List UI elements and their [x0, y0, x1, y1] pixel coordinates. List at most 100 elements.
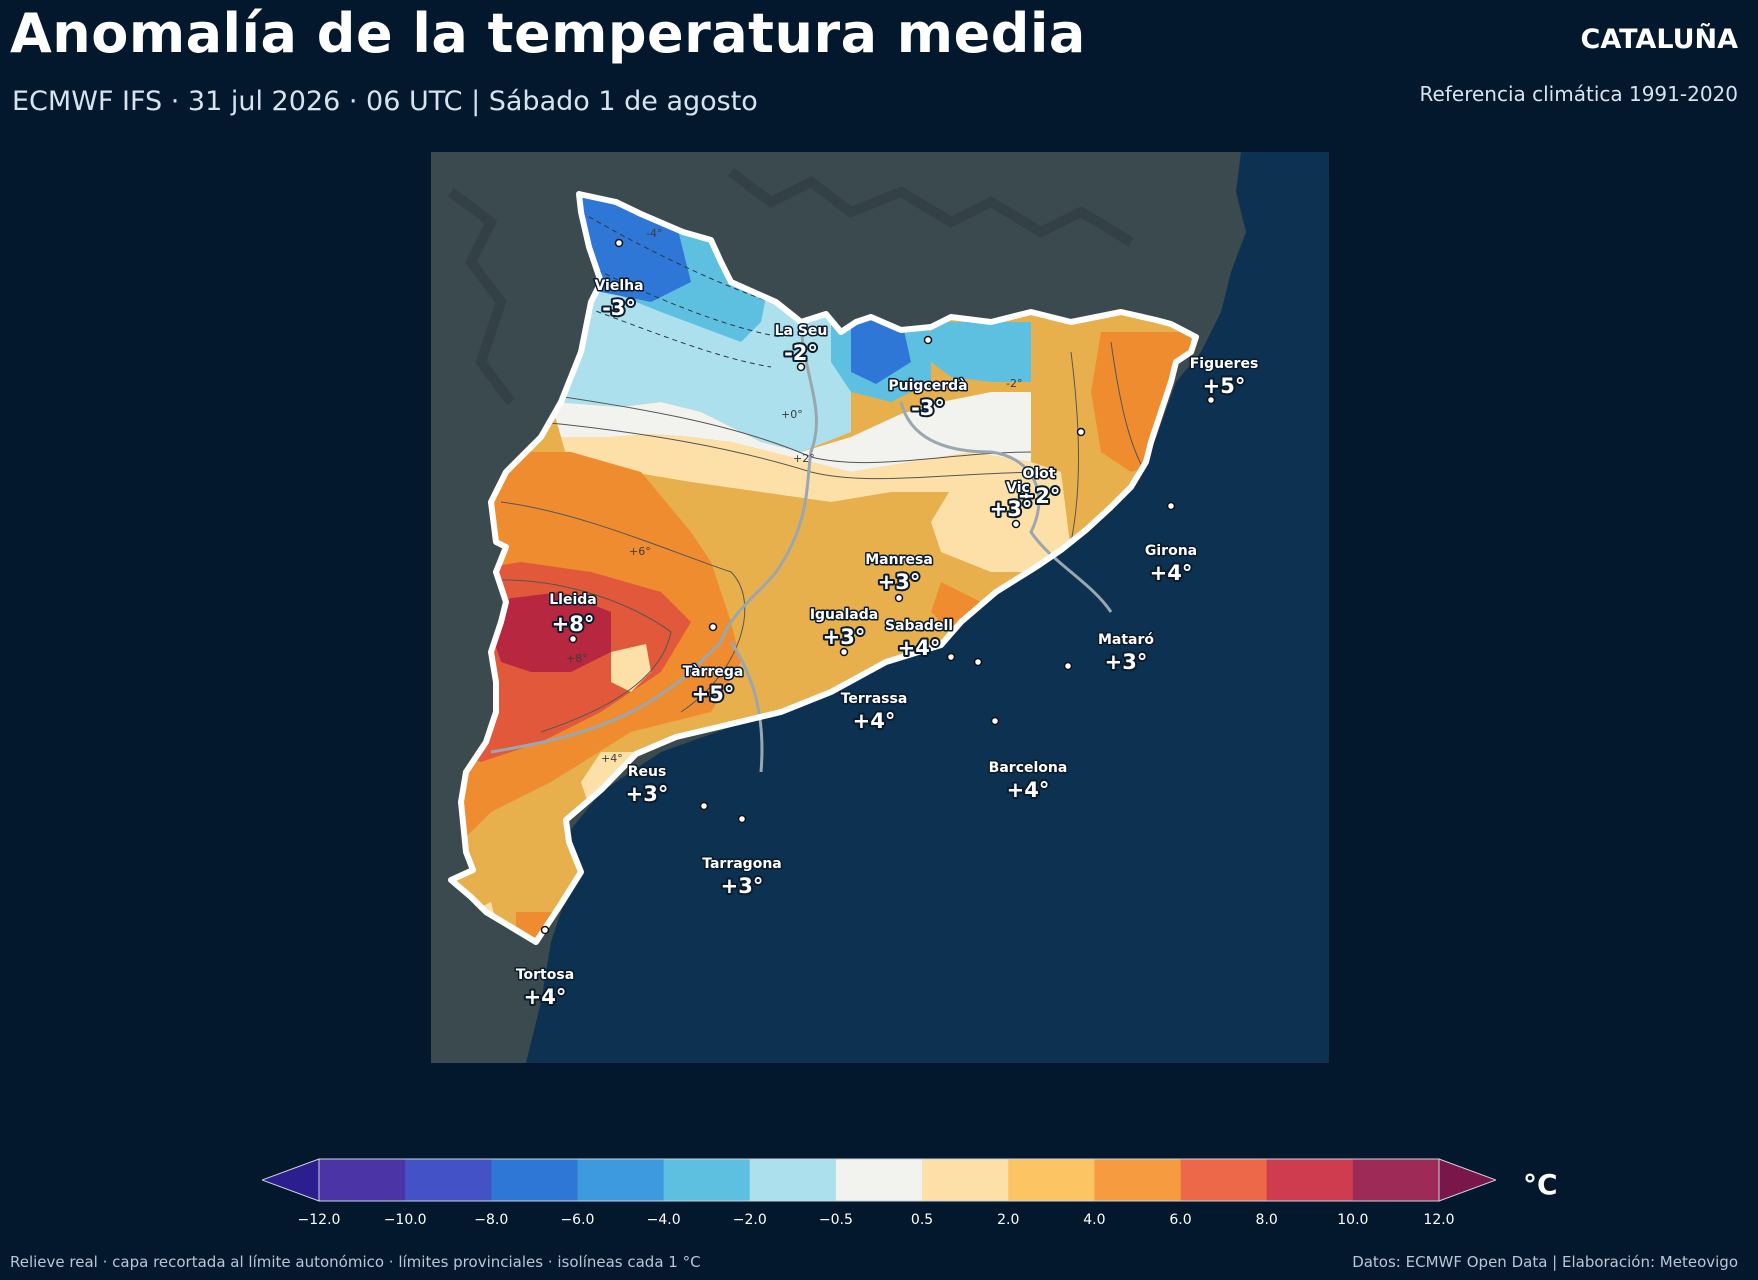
colorbar-tick-label: −8.0: [474, 1212, 509, 1228]
isoline-label: +0°: [781, 408, 803, 421]
isoline-label: +4°: [601, 752, 623, 765]
city-name-vielha: Vielha: [594, 278, 643, 294]
city-name-lleida: Lleida: [549, 592, 596, 608]
colorbar-swatch: [922, 1159, 1009, 1201]
city-name-girona: Girona: [1145, 543, 1197, 559]
city-dot[interactable]: [1011, 519, 1021, 529]
colorbar-tick-label: 10.0: [1337, 1212, 1369, 1228]
city-name-terrassa: Terrassa: [841, 691, 908, 707]
colorbar-extend-high: [1438, 1158, 1496, 1202]
city-name-mataro: Mataró: [1098, 632, 1154, 648]
colorbar-swatch: [1352, 1159, 1440, 1201]
colorbar-tick-label: 2.0: [997, 1212, 1020, 1228]
city-anomaly-tarrega: +5°: [692, 682, 735, 706]
colorbar-swatch: [577, 1159, 665, 1201]
colorbar-swatch: [749, 1159, 837, 1201]
city-anomaly-igualada: +3°: [823, 625, 866, 649]
colorbar-swatch: [319, 1159, 406, 1201]
city-anomaly-tarragona: +3°: [721, 874, 764, 898]
city-name-igualada: Igualada: [810, 607, 878, 623]
city-anomaly-reus: +3°: [626, 782, 669, 806]
colorbar: [262, 1158, 1496, 1202]
city-dot[interactable]: [1063, 661, 1073, 671]
city-anomaly-vic: +3°: [990, 497, 1033, 521]
anomaly-map[interactable]: -4° -2° +0° +2° +4° +6° +8°: [431, 152, 1329, 1063]
colorbar-swatch: [663, 1159, 751, 1201]
city-labels: Vielha -3° La Seu -2° Puigcerdà -3° Figu…: [514, 277, 1259, 1012]
city-anomaly-vielha: -3°: [602, 296, 636, 320]
colorbar-swatch: [1180, 1159, 1268, 1201]
province-border-lleida: [490, 326, 818, 754]
city-anomaly-barcelona: +4°: [1007, 778, 1050, 802]
colorbar-swatch: [1008, 1159, 1095, 1201]
city-name-tortosa: Tortosa: [516, 967, 574, 983]
city-markers: [540, 238, 1216, 935]
city-dot[interactable]: [923, 335, 933, 345]
city-anomaly-manresa: +3°: [878, 570, 921, 594]
province-border-tarragona: [729, 641, 764, 773]
colorbar-extend-low: [262, 1158, 320, 1202]
colorbar-tick-label: 4.0: [1083, 1212, 1106, 1228]
map-svg: -4° -2° +0° +2° +4° +6° +8°: [431, 152, 1329, 1063]
city-name-olot: Olot: [1022, 466, 1055, 482]
city-name-puigcerda: Puigcerdà: [888, 378, 967, 394]
city-anomaly-puigcerda: -3°: [911, 396, 945, 420]
page-title: Anomalía de la temperatura media: [10, 2, 1086, 65]
city-name-sabadell: Sabadell: [885, 618, 953, 634]
colorbar-tick-label: −10.0: [383, 1212, 427, 1228]
city-anomaly-sabadell: +4°: [898, 636, 941, 660]
city-dot[interactable]: [737, 814, 747, 824]
city-dot[interactable]: [894, 593, 904, 603]
colorbar-swatch: [491, 1159, 578, 1201]
city-anomaly-lleida: +8°: [552, 612, 595, 636]
footer-credits: Datos: ECMWF Open Data | Elaboración: Me…: [1352, 1253, 1738, 1271]
city-name-barcelona: Barcelona: [989, 760, 1068, 776]
city-dot[interactable]: [708, 622, 718, 632]
city-dot[interactable]: [614, 238, 624, 248]
colorbar-tick-label: 0.5: [910, 1212, 934, 1228]
isoline-label: +6°: [629, 545, 651, 558]
isoline-label: +2°: [793, 452, 815, 465]
city-dot[interactable]: [1076, 427, 1086, 437]
province-border-girona: [899, 401, 1113, 613]
colorbar-swatch: [1094, 1159, 1182, 1201]
city-name-figueres: Figueres: [1190, 356, 1259, 372]
city-anomaly-girona: +4°: [1150, 561, 1193, 585]
city-dot[interactable]: [540, 925, 550, 935]
city-anomaly-tortosa: +4°: [524, 985, 567, 1009]
city-dot[interactable]: [1206, 395, 1216, 405]
colorbar-swatch: [1266, 1159, 1354, 1201]
city-anomaly-olot: +2°: [1018, 484, 1061, 508]
terrain-ridges: [448, 168, 1134, 405]
city-name-tarrega: Tàrrega: [683, 664, 744, 680]
city-name-manresa: Manresa: [865, 552, 933, 568]
city-dot[interactable]: [973, 657, 983, 667]
colorbar-tick-label: −2.0: [732, 1212, 767, 1228]
city-anomaly-figueres: +5°: [1203, 374, 1246, 398]
city-name-reus: Reus: [628, 764, 667, 780]
city-anomaly-terrassa: +4°: [853, 709, 896, 733]
colorbar-swatch: [405, 1159, 492, 1201]
colorbar-tick-label: 6.0: [1169, 1212, 1192, 1228]
footer-note: Relieve real · capa recortada al límite …: [10, 1253, 701, 1271]
colorbar-ticks: −12.0 −10.0 −8.0 −6.0 −4.0 −2.0 −0.5 0.5 2.0 4.0 6…: [0, 1212, 1758, 1232]
colorbar-tick-label: 12.0: [1423, 1212, 1455, 1228]
city-anomaly-la-seu: -2°: [784, 341, 818, 365]
catalonia-border: [448, 191, 1199, 945]
city-dot[interactable]: [990, 716, 1000, 726]
colorbar-tick-label: −6.0: [560, 1212, 595, 1228]
city-name-la-seu: La Seu: [775, 323, 828, 339]
colorbar-unit: °C: [1523, 1168, 1558, 1201]
city-name-tarragona: Tarragona: [702, 856, 782, 872]
city-dot[interactable]: [1166, 501, 1176, 511]
isoline-label: -4°: [646, 227, 662, 240]
city-dot[interactable]: [796, 362, 806, 372]
isoline-label: +8°: [566, 652, 588, 665]
city-dot[interactable]: [568, 634, 578, 644]
city-dot[interactable]: [699, 801, 709, 811]
city-dot[interactable]: [839, 647, 849, 657]
colorbar-tick-label: −12.0: [297, 1212, 341, 1228]
forecast-subtitle: ECMWF IFS · 31 jul 2026 · 06 UTC | Sábad…: [12, 86, 758, 117]
city-anomaly-mataro: +3°: [1105, 650, 1148, 674]
city-dot[interactable]: [946, 652, 956, 662]
